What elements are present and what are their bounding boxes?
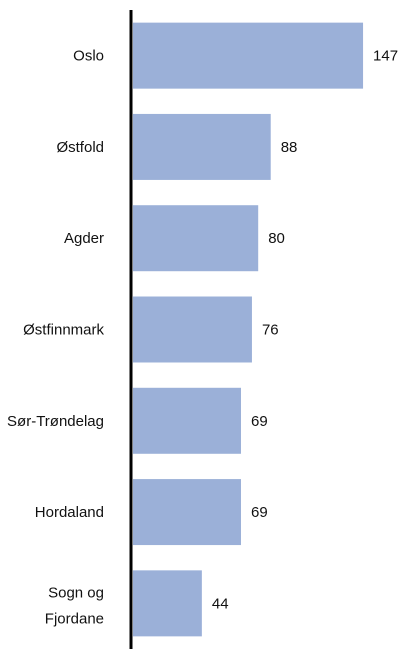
- bar-5: [133, 479, 241, 546]
- bar-1: [133, 113, 271, 180]
- category-label-2: Agder: [64, 230, 104, 247]
- bar-3: [133, 296, 252, 363]
- bars-group: [133, 22, 364, 637]
- bar-0: [133, 22, 364, 89]
- category-label-1: Østfold: [56, 139, 104, 156]
- bar-4: [133, 387, 241, 454]
- value-label-4: 69: [251, 413, 268, 430]
- category-label-0: Oslo: [73, 48, 104, 65]
- value-label-2: 80: [268, 230, 285, 247]
- value-label-1: 88: [281, 139, 298, 156]
- value-label-0: 147: [373, 48, 398, 65]
- labels-group: Oslo 147 Østfold 88 Agder 80 Østfinnmark 76 Sør-…: [7, 48, 398, 628]
- category-label-6: Sogn og Fjordane: [45, 584, 104, 627]
- bar-6: [133, 570, 202, 637]
- bar-2: [133, 205, 259, 272]
- value-label-6: 44: [212, 595, 229, 612]
- category-label-5: Hordaland: [35, 504, 104, 521]
- category-label-3: Østfinnmark: [23, 322, 104, 339]
- value-label-3: 76: [262, 322, 279, 339]
- value-label-5: 69: [251, 504, 268, 521]
- category-label-4: Sør-Trøndelag: [7, 413, 104, 430]
